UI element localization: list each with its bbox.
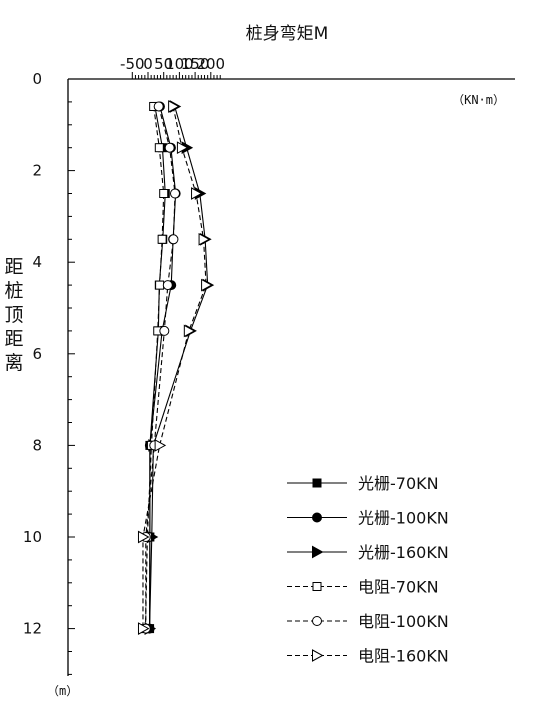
data-point [157, 234, 167, 244]
data-point [201, 278, 213, 292]
data-point [153, 101, 164, 112]
series-line [142, 106, 207, 629]
series-5 [140, 101, 181, 634]
data-point [183, 324, 196, 338]
data-point [168, 234, 179, 245]
y-axis-label-char: 离 [4, 352, 23, 374]
legend-label: 光栅-100KN [358, 509, 449, 528]
data-point [154, 143, 164, 153]
chart-title: 桩身弯矩M [246, 24, 329, 44]
x-tick-label: 150 [181, 55, 210, 73]
data-point [162, 280, 173, 291]
y-tick-label: 10 [23, 528, 42, 546]
y-axis-label-char: 距 [4, 256, 23, 278]
data-point [170, 188, 181, 199]
data-point [168, 100, 180, 113]
legend-marker [312, 545, 324, 559]
legend-label: 光栅-160KN [358, 543, 449, 562]
legend: 光栅-70KN 光栅-100KN 光栅-160KN 电阻-70KN 电阻-100KN 电阻… [287, 474, 449, 666]
data-point [164, 142, 175, 153]
legend-item: 电阻-160KN [287, 647, 449, 666]
legend-item: 光栅-160KN [287, 543, 449, 562]
y-axis-label-char: 桩 [4, 280, 23, 302]
y-tick-label: 6 [32, 345, 42, 363]
series-line [149, 106, 177, 629]
y-axis-label-char: 顶 [4, 304, 23, 326]
x-tick-label: 0 [143, 55, 153, 73]
y-axis-label-char: 距 [4, 328, 23, 350]
data-point [176, 141, 189, 155]
data-point [191, 187, 203, 200]
legend-label: 电阻-100KN [358, 612, 449, 631]
legend-marker [312, 512, 322, 523]
x-tick-label: 200 [196, 55, 225, 73]
legend-marker [312, 616, 322, 626]
x-tick-label: -50 [120, 55, 145, 73]
y-tick-label: 0 [32, 70, 42, 88]
x-axis-unit: （KN·m） [452, 93, 505, 107]
legend-label: 电阻-160KN [358, 647, 449, 666]
x-tick-label: 50 [154, 55, 173, 73]
legend-item: 光栅-100KN [287, 509, 449, 528]
legend-marker [312, 582, 322, 591]
legend-label: 光栅-70KN [358, 474, 439, 493]
data-point [137, 622, 150, 635]
data-point [137, 530, 150, 544]
y-tick-label: 12 [23, 620, 42, 638]
series-1 [145, 101, 170, 634]
y-axis-unit: （m） [47, 684, 78, 698]
legend-label: 电阻-70KN [358, 578, 439, 597]
data-point [198, 232, 211, 246]
data-point [159, 189, 169, 198]
y-tick-label: 2 [32, 162, 42, 180]
x-tick-label: 100 [165, 55, 194, 73]
legend-marker [312, 478, 322, 488]
series-line [144, 106, 165, 629]
legend-marker [312, 649, 324, 662]
legend-item: 电阻-70KN [287, 578, 439, 597]
data-point [155, 280, 165, 290]
series-6 [137, 100, 213, 635]
y-tick-label: 4 [32, 253, 42, 271]
legend-item: 光栅-70KN [287, 474, 439, 493]
data-point [159, 325, 170, 336]
legend-item: 电阻-100KN [287, 612, 449, 631]
y-tick-label: 8 [32, 436, 42, 454]
data-point [154, 439, 167, 452]
